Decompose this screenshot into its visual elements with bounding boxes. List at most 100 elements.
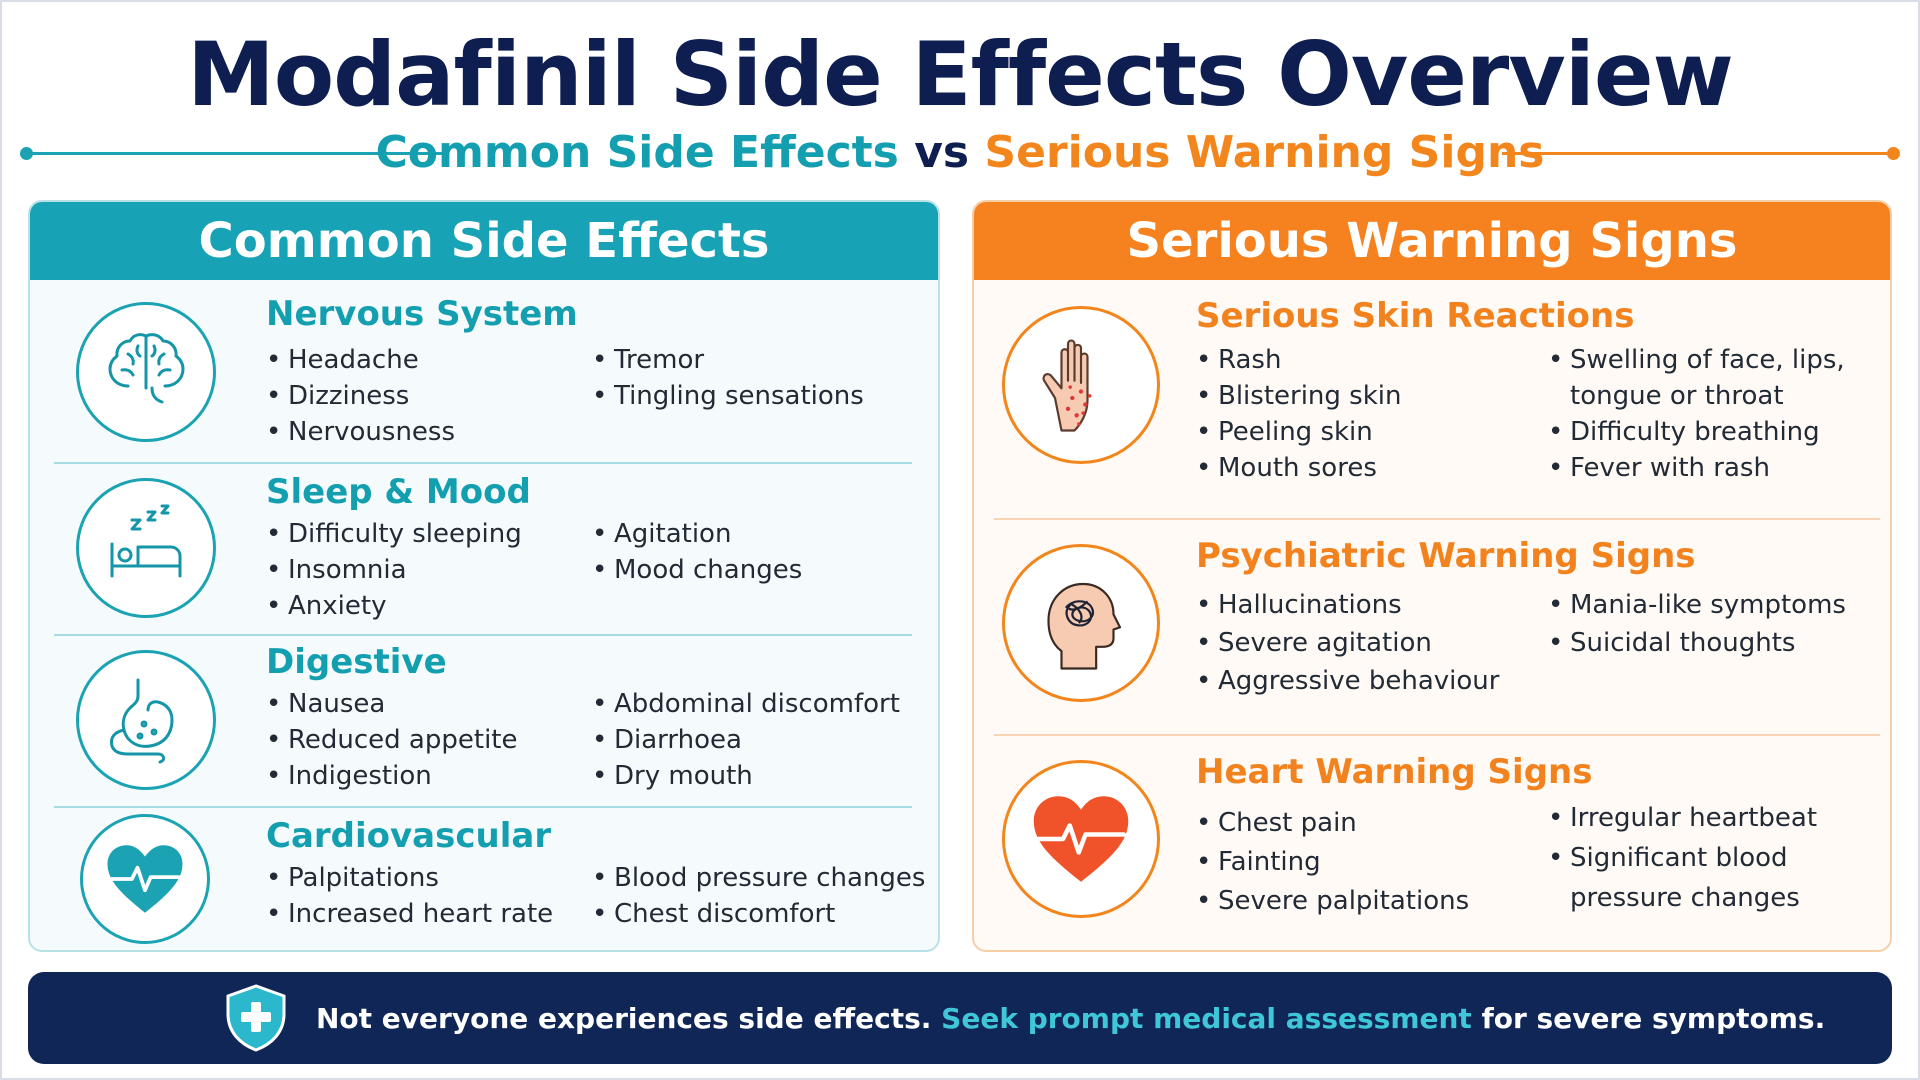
section-psychiatric: Psychiatric Warning Signs Hallucinations… <box>974 520 1890 734</box>
common-effects-panel: Common Side Effects Nervous System Heada… <box>28 200 940 952</box>
list-item: Nausea <box>266 686 517 722</box>
bullet-list-col2: Tremor Tingling sensations <box>592 342 864 414</box>
bullet-list-col2: Swelling of face, lips, tongue or throat… <box>1548 342 1845 486</box>
list-item: Agitation <box>592 516 802 552</box>
section-digestive: Digestive Nausea Reduced appetite Indige… <box>30 636 938 806</box>
list-item: Palpitations <box>266 860 553 896</box>
section-divider <box>54 806 912 808</box>
section-skin-reactions: Serious Skin Reactions Rash Blistering s… <box>974 280 1890 520</box>
serious-panel-heading: Serious Warning Signs <box>974 202 1890 280</box>
list-item: Severe agitation <box>1196 624 1499 662</box>
bullet-list-col2: Agitation Mood changes <box>592 516 802 588</box>
common-panel-heading: Common Side Effects <box>30 202 938 280</box>
list-item: Reduced appetite <box>266 722 517 758</box>
footer-text-start: Not everyone experiences side effects. <box>316 1001 932 1035</box>
list-item: Hallucinations <box>1196 586 1499 624</box>
bullet-list-col1: Palpitations Increased heart rate <box>266 860 553 932</box>
subtitle-vs: vs <box>914 127 970 178</box>
serious-warnings-panel: Serious Warning Signs Serious Skin React… <box>972 200 1892 952</box>
footer-text-end: for severe symptoms. <box>1481 1001 1826 1035</box>
subtitle-line-right <box>1502 152 1892 155</box>
list-item: Severe palpitations <box>1196 882 1469 921</box>
section-divider <box>994 518 1880 520</box>
bullet-list-col2: Irregular heartbeat Significant blood pr… <box>1548 798 1817 918</box>
list-item: Headache <box>266 342 455 378</box>
list-item: Fever with rash <box>1548 450 1845 486</box>
bullet-list-col2: Abdominal discomfort Diarrhoea Dry mouth <box>592 686 900 794</box>
list-item: Chest discomfort <box>592 896 925 932</box>
bullet-list-col2: Blood pressure changes Chest discomfort <box>592 860 925 932</box>
section-divider <box>54 634 912 636</box>
section-divider <box>994 734 1880 736</box>
section-title: Sleep & Mood <box>266 472 531 512</box>
section-title: Serious Skin Reactions <box>1196 296 1635 336</box>
stomach-icon <box>76 650 216 790</box>
footer-message: Not everyone experiences side effects. S… <box>316 972 1825 1064</box>
bullet-list-col1: Rash Blistering skin Peeling skin Mouth … <box>1196 342 1402 486</box>
section-divider <box>54 462 912 464</box>
sleeping-bed-icon <box>76 478 216 618</box>
list-item: Blood pressure changes <box>592 860 925 896</box>
section-title: Heart Warning Signs <box>1196 752 1593 792</box>
page-title: Modafinil Side Effects Overview <box>187 23 1734 126</box>
list-item: pressure changes <box>1570 883 1800 913</box>
section-title: Digestive <box>266 642 447 682</box>
subtitle-dot-left <box>20 147 33 160</box>
bullet-list-col2: Mania-like symptoms Suicidal thoughts <box>1548 586 1846 662</box>
bullet-list-col1: Hallucinations Severe agitation Aggressi… <box>1196 586 1499 700</box>
list-item: Insomnia <box>266 552 522 588</box>
list-item: Tremor <box>592 342 864 378</box>
subtitle-line-left <box>28 152 448 155</box>
subtitle: Common Side Effects vs Serious Warning S… <box>0 124 1920 182</box>
list-item: tongue or throat <box>1570 381 1784 411</box>
list-item: Aggressive behaviour <box>1196 662 1499 700</box>
head-tangle-icon <box>1002 544 1160 702</box>
list-item: Suicidal thoughts <box>1548 624 1846 662</box>
list-item: Nervousness <box>266 414 455 450</box>
list-item: Mania-like symptoms <box>1548 586 1846 624</box>
footer-banner: Not everyone experiences side effects. S… <box>28 972 1892 1064</box>
list-item: Anxiety <box>266 588 522 624</box>
list-item: Peeling skin <box>1196 414 1402 450</box>
list-item: Difficulty breathing <box>1548 414 1845 450</box>
bullet-list-col1: Difficulty sleeping Insomnia Anxiety <box>266 516 522 624</box>
heart-pulse-icon <box>80 814 210 944</box>
list-item: Blistering skin <box>1196 378 1402 414</box>
heart-ecg-icon <box>1002 760 1160 918</box>
subtitle-row: Common Side Effects vs Serious Warning S… <box>0 124 1920 184</box>
list-item: Tingling sensations <box>592 378 864 414</box>
list-item: Fainting <box>1196 843 1469 882</box>
section-sleep-mood: Sleep & Mood Difficulty sleeping Insomni… <box>30 464 938 636</box>
rash-hand-icon <box>1002 306 1160 464</box>
bullet-list-col1: Chest pain Fainting Severe palpitations <box>1196 804 1469 921</box>
list-item: Diarrhoea <box>592 722 900 758</box>
list-item: Chest pain <box>1196 804 1469 843</box>
list-item: Significant blood <box>1548 838 1817 878</box>
subtitle-dot-right <box>1887 147 1900 160</box>
section-title: Nervous System <box>266 294 578 334</box>
subtitle-common: Common Side Effects <box>375 127 899 178</box>
list-item: Mood changes <box>592 552 802 588</box>
list-item: Dizziness <box>266 378 455 414</box>
list-item: Abdominal discomfort <box>592 686 900 722</box>
section-nervous-system: Nervous System Headache Dizziness Nervou… <box>30 280 938 464</box>
section-cardiovascular: Cardiovascular Palpitations Increased he… <box>30 808 938 950</box>
section-title: Cardiovascular <box>266 816 552 856</box>
list-item: Difficulty sleeping <box>266 516 522 552</box>
list-item: Mouth sores <box>1196 450 1402 486</box>
brain-icon <box>76 302 216 442</box>
list-item: Increased heart rate <box>266 896 553 932</box>
list-item: Indigestion <box>266 758 517 794</box>
bullet-list-col1: Headache Dizziness Nervousness <box>266 342 455 450</box>
section-title: Psychiatric Warning Signs <box>1196 536 1696 576</box>
list-item: Swelling of face, lips, <box>1548 342 1845 378</box>
subtitle-serious: Serious Warning Signs <box>984 127 1545 178</box>
list-item: Irregular heartbeat <box>1548 798 1817 838</box>
bullet-list-col1: Nausea Reduced appetite Indigestion <box>266 686 517 794</box>
shield-plus-icon <box>220 982 292 1058</box>
list-item: Dry mouth <box>592 758 900 794</box>
footer-text-accent: Seek prompt medical assessment <box>941 1001 1472 1035</box>
list-item: Rash <box>1196 342 1402 378</box>
section-heart-warning: Heart Warning Signs Chest pain Fainting … <box>974 736 1890 950</box>
